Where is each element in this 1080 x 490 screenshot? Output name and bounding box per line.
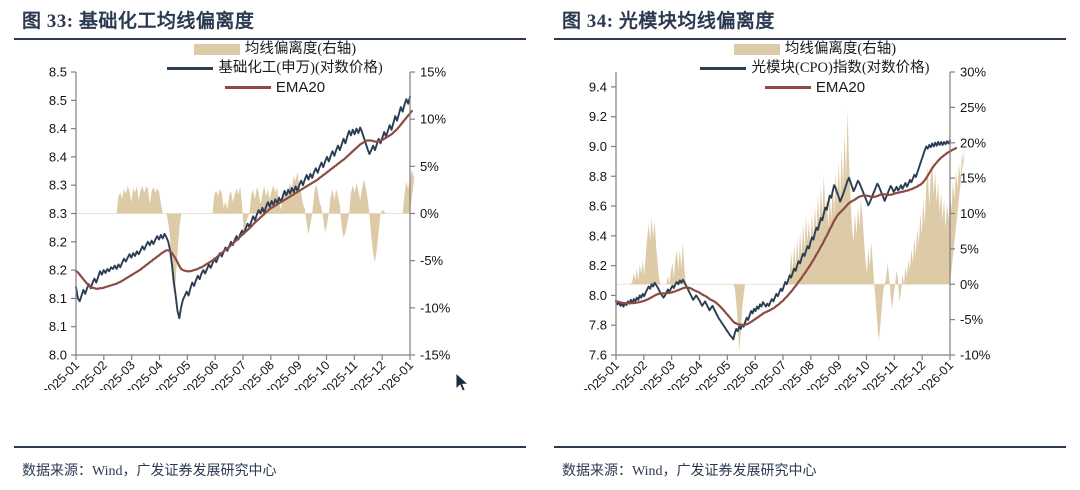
svg-text:8.3: 8.3 [49, 178, 67, 193]
svg-text:8.8: 8.8 [589, 169, 607, 184]
svg-text:-10%: -10% [960, 348, 991, 363]
source-note-34: 数据来源：Wind，广发证券发展研究中心 [562, 464, 817, 479]
svg-text:5%: 5% [960, 241, 979, 256]
svg-text:8.2: 8.2 [49, 234, 67, 249]
svg-text:9.4: 9.4 [589, 79, 607, 94]
svg-text:7.8: 7.8 [589, 318, 607, 333]
svg-text:20%: 20% [960, 135, 986, 150]
legend-swatch-area-icon [184, 44, 240, 55]
svg-text:8.1: 8.1 [49, 291, 67, 306]
svg-text:9.0: 9.0 [589, 139, 607, 154]
title-divider [554, 38, 1066, 40]
svg-text:8.5: 8.5 [49, 65, 67, 80]
svg-text:15%: 15% [960, 171, 986, 186]
svg-text:0%: 0% [960, 277, 979, 292]
svg-text:8.4: 8.4 [49, 149, 67, 164]
svg-text:8.4: 8.4 [589, 228, 607, 243]
chart-area-33: 8.5 8.5 8.4 8.4 8.3 8.3 8.2 8.2 8.1 8.1 8.0 15% 10% 5… [14, 60, 526, 391]
svg-text:30%: 30% [960, 65, 986, 80]
svg-text:7.6: 7.6 [589, 348, 607, 363]
svg-text:10%: 10% [960, 206, 986, 221]
svg-text:-10%: -10% [420, 300, 451, 315]
legend-swatch-area-icon [724, 44, 780, 55]
source-note-33: 数据来源：Wind，广发证券发展研究中心 [22, 464, 277, 479]
svg-text:8.1: 8.1 [49, 319, 67, 334]
figure-panel-34: 图 34: 光模块均线偏离度 均线偏离度(右轴) 光模块(CPO)指数(对数价格… [540, 0, 1080, 490]
legend-label-deviation: 均线偏离度(右轴) [244, 41, 357, 58]
svg-text:25%: 25% [960, 100, 986, 115]
svg-text:8.0: 8.0 [589, 288, 607, 303]
svg-text:0%: 0% [420, 206, 439, 221]
figure-panel-33: 图 33: 基础化工均线偏离度 均线偏离度(右轴) 基础化工(申万)(对数价格)… [14, 11, 526, 479]
chart-area-34: 9.4 9.2 9.0 8.8 8.6 8.4 8.2 8.0 7.8 7.6 30% 25% 20% 1… [554, 60, 1066, 391]
legend-item-deviation: 均线偏离度(右轴) [724, 40, 896, 59]
svg-text:8.2: 8.2 [589, 258, 607, 273]
svg-text:-15%: -15% [420, 348, 451, 363]
svg-text:5%: 5% [420, 159, 439, 174]
svg-text:8.0: 8.0 [49, 348, 67, 363]
source-divider [554, 446, 1066, 448]
svg-text:8.5: 8.5 [49, 93, 67, 108]
svg-text:8.4: 8.4 [49, 121, 67, 136]
svg-text:10%: 10% [420, 112, 446, 127]
svg-text:8.2: 8.2 [49, 263, 67, 278]
svg-text:15%: 15% [420, 65, 446, 80]
svg-text:-5%: -5% [420, 253, 444, 268]
legend-label-deviation: 均线偏离度(右轴) [784, 41, 897, 58]
figure-title-33: 图 33: 基础化工均线偏离度 [22, 11, 255, 32]
svg-text:8.6: 8.6 [589, 199, 607, 214]
svg-text:-5%: -5% [960, 312, 984, 327]
figure-title-34: 图 34: 光模块均线偏离度 [562, 11, 775, 32]
title-divider [14, 38, 526, 40]
legend-item-deviation: 均线偏离度(右轴) [184, 40, 356, 59]
source-divider [14, 446, 526, 448]
chart-svg-34: 9.4 9.2 9.0 8.8 8.6 8.4 8.2 8.0 7.8 7.6 30% 25% 20% 1… [580, 65, 991, 391]
svg-text:9.2: 9.2 [589, 109, 607, 124]
chart-svg-33: 8.5 8.5 8.4 8.4 8.3 8.3 8.2 8.2 8.1 8.1 8.0 15% 10% 5… [40, 65, 451, 391]
svg-text:8.3: 8.3 [49, 206, 67, 221]
